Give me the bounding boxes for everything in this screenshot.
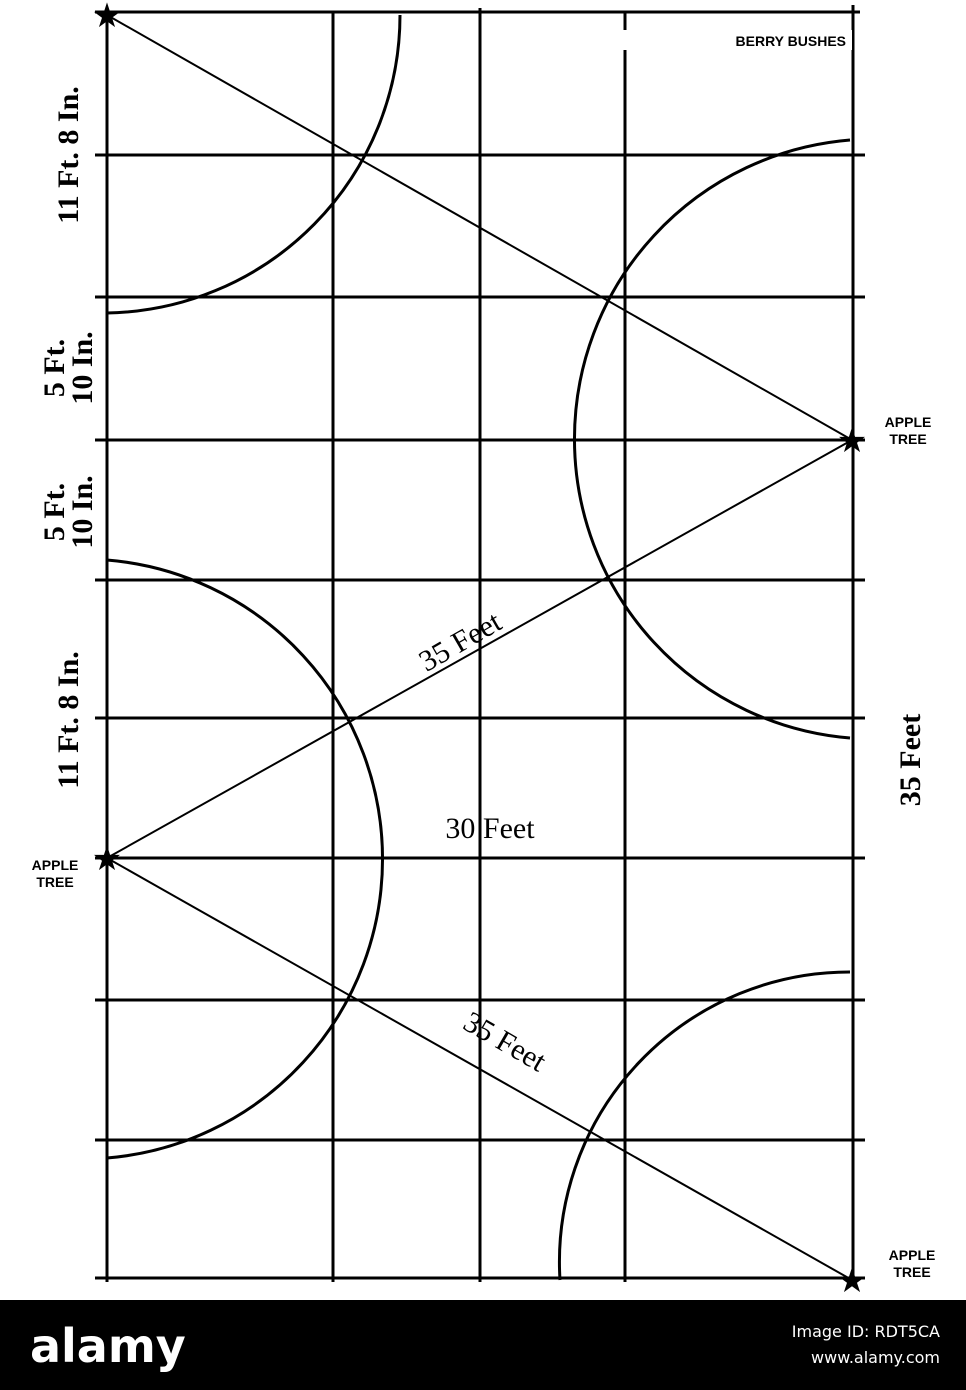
svg-text:★: ★ [92,0,122,36]
url: www.alamy.com [811,1348,940,1367]
height-label: 35 Feet [894,714,927,806]
spacing-label: 11 Ft. 8 In. [52,651,85,789]
corner-label: BERRY BUSHES [736,33,846,49]
apple-tree-label: TREE [893,1264,930,1280]
label-bg [420,812,570,842]
svg-text:★: ★ [837,1261,867,1301]
apple-tree-label: TREE [889,431,926,447]
apple-tree-label: APPLE [889,1247,936,1263]
width-label: 30 Feet [445,812,535,845]
label-bg [622,30,852,50]
root-circles [106,14,851,1281]
image-id: Image ID: RDT5CA [792,1322,940,1341]
grid [95,5,865,1282]
background [0,0,966,1300]
trees: ★ ★ ★ ★ [92,0,867,1301]
spacing-label: 11 Ft. 8 In. [52,86,85,224]
diagonals [106,14,853,1281]
spacing-label: 10 In. [66,475,99,548]
svg-text:★: ★ [92,839,122,879]
spacing-label: 5 Ft. [38,339,71,397]
spacing-label: 10 In. [66,331,99,404]
apple-tree-label: APPLE [885,414,932,430]
spacing-label: 5 Ft. [38,483,71,541]
brand: alamy [30,1319,186,1373]
apple-tree-label: APPLE [32,857,79,873]
svg-text:★: ★ [837,421,867,461]
footer [0,1300,966,1390]
apple-tree-label: TREE [36,874,73,890]
